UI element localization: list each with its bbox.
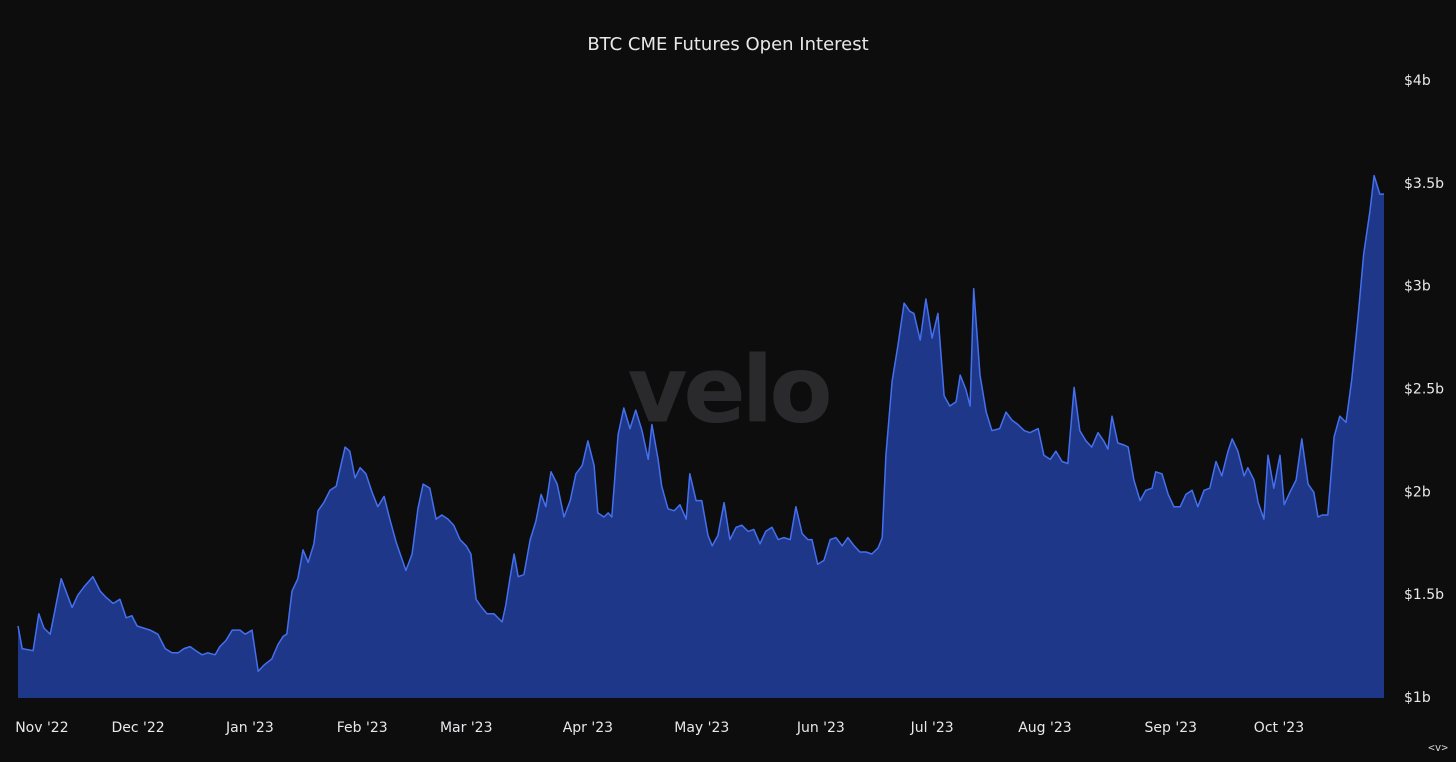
y-tick-label: $1.5b	[1404, 587, 1444, 603]
x-tick-label: Aug '23	[1018, 720, 1071, 736]
area-line	[17, 174, 1384, 673]
x-tick-label: May '23	[674, 720, 729, 736]
chart-title: BTC CME Futures Open Interest	[587, 34, 868, 55]
x-tick-label: Dec '22	[112, 720, 165, 736]
x-tick-label: Jun '23	[796, 720, 845, 736]
y-tick-label: $2.5b	[1404, 382, 1444, 398]
area-fill	[18, 175, 1384, 699]
y-tick-label: $4b	[1404, 73, 1431, 89]
x-tick-label: Jan '23	[225, 720, 274, 736]
y-tick-label: $3b	[1404, 279, 1431, 295]
x-tick-label: Oct '23	[1254, 720, 1304, 736]
x-tick-label: Nov '22	[15, 720, 68, 736]
x-tick-label: Apr '23	[563, 720, 613, 736]
x-tick-label: Feb '23	[337, 720, 388, 736]
watermark: velo	[627, 336, 829, 443]
y-tick-label: $1b	[1404, 690, 1431, 706]
x-tick-label: Sep '23	[1145, 720, 1198, 736]
y-tick-label: $3.5b	[1404, 176, 1444, 192]
x-tick-label: Jul '23	[910, 720, 954, 736]
y-tick-label: $2b	[1404, 484, 1431, 500]
x-tick-label: Mar '23	[440, 720, 493, 736]
chart-controls[interactable]: <v>	[1428, 741, 1448, 754]
